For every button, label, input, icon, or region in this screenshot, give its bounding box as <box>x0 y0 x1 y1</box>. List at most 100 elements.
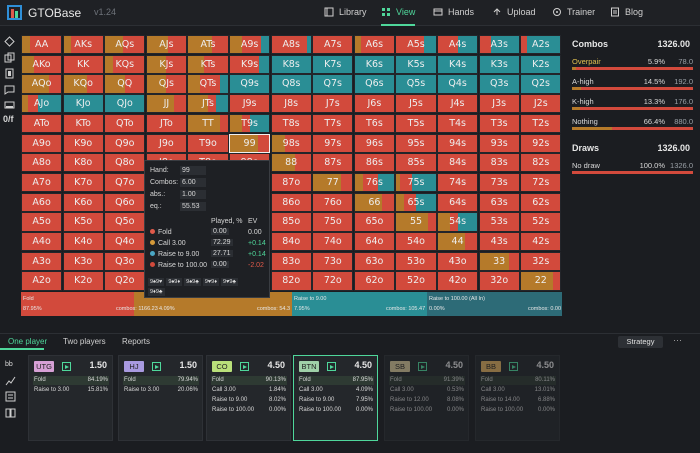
position-card-sb[interactable]: SB 4.50 Fold 91.39% Call 3.00 0.53% Raise to 1… <box>384 355 469 441</box>
hand-cell-t5s[interactable]: T5s <box>395 113 437 134</box>
hand-cell-kqo[interactable]: KQo <box>62 74 104 94</box>
hand-cell-55[interactable]: 55 <box>395 212 437 232</box>
hand-cell-q2s[interactable]: Q2s <box>520 74 562 94</box>
hand-cell-q4o[interactable]: Q4o <box>104 232 146 252</box>
hand-cell-85o[interactable]: 85o <box>270 212 312 232</box>
hand-cell-a2s[interactable]: A2s <box>520 35 562 55</box>
hand-cell-54o[interactable]: 54o <box>395 232 437 252</box>
position-card-hj[interactable]: HJ 1.50 Fold 79.94% Raise to 3.00 20.06% <box>118 355 203 441</box>
hand-cell-64s[interactable]: 64s <box>437 192 479 212</box>
more-options-icon[interactable]: ··· <box>673 335 682 345</box>
hand-cell-k4o[interactable]: K4o <box>62 232 104 252</box>
hand-cell-kjo[interactable]: KJo <box>62 94 104 114</box>
hand-cell-87s[interactable]: 87s <box>312 153 354 173</box>
tab-reports[interactable]: Reports <box>122 337 151 346</box>
position-action-row[interactable]: Fold 84.19% <box>33 376 109 385</box>
hand-cell-73s[interactable]: 73s <box>478 172 520 193</box>
hand-cell-kjs[interactable]: KJs <box>145 54 187 74</box>
hand-cell-62s[interactable]: 62s <box>520 192 562 212</box>
hand-cell-jts[interactable]: JTs <box>187 94 229 114</box>
cards-icon[interactable] <box>4 68 15 79</box>
play-icon[interactable] <box>152 362 161 371</box>
hand-cell-a7o[interactable]: A7o <box>21 172 63 193</box>
hand-cell-52o[interactable]: 52o <box>395 271 437 291</box>
hand-cell-87o[interactable]: 87o <box>270 172 312 193</box>
summary-allin-section[interactable] <box>427 292 562 316</box>
hand-cell-j9s[interactable]: J9s <box>229 94 271 114</box>
hand-cell-83s[interactable]: 83s <box>478 153 520 173</box>
hand-cell-88[interactable]: 88 <box>270 153 312 173</box>
hand-cell-99[interactable]: 99 <box>229 133 271 153</box>
hand-cell-85s[interactable]: 85s <box>395 153 437 173</box>
on-off-toggle[interactable]: 0/f <box>3 114 14 124</box>
hand-cell-53s[interactable]: 53s <box>478 212 520 232</box>
hand-cell-86s[interactable]: 86s <box>353 153 395 173</box>
hand-cell-82s[interactable]: 82s <box>520 153 562 173</box>
position-action-row[interactable]: Fold 91.39% <box>389 376 465 385</box>
combo-chip[interactable]: 9♠9♥ <box>148 278 165 286</box>
hand-cell-q3o[interactable]: Q3o <box>104 251 146 271</box>
nav-hands[interactable]: Hands <box>433 7 474 17</box>
position-card-utg[interactable]: UTG 1.50 Fold 84.19% Raise to 3.00 15.81% <box>28 355 113 441</box>
hand-cell-t8s[interactable]: T8s <box>270 113 312 134</box>
hand-cell-j2s[interactable]: J2s <box>520 94 562 114</box>
hand-cell-t2s[interactable]: T2s <box>520 113 562 134</box>
position-action-row[interactable]: Raise to 14.00 6.88% <box>480 396 556 405</box>
hand-cell-aa[interactable]: AA <box>21 35 63 55</box>
hand-cell-52s[interactable]: 52s <box>520 212 562 232</box>
hand-cell-54s[interactable]: 54s <box>437 212 479 232</box>
position-action-row[interactable]: Raise to 3.00 20.06% <box>123 386 199 395</box>
hand-cell-66[interactable]: 66 <box>353 192 395 212</box>
hand-cell-ats[interactable]: ATs <box>187 35 229 55</box>
hand-cell-33[interactable]: 33 <box>478 251 520 271</box>
hand-cell-q9o[interactable]: Q9o <box>104 133 146 153</box>
hand-cell-q5s[interactable]: Q5s <box>395 74 437 94</box>
hand-cell-q8o[interactable]: Q8o <box>104 153 146 173</box>
combo-chip[interactable]: 9♦9♣ <box>148 288 165 296</box>
position-action-row[interactable]: Raise to 100.00 0.00% <box>389 406 465 415</box>
play-icon[interactable] <box>327 362 336 371</box>
position-action-row[interactable]: Raise to 3.00 15.81% <box>33 386 109 395</box>
hand-cell-k7o[interactable]: K7o <box>62 172 104 193</box>
position-action-row[interactable]: Raise to 100.00 0.00% <box>480 406 556 415</box>
hand-cell-75s[interactable]: 75s <box>395 172 437 193</box>
hand-cell-22[interactable]: 22 <box>520 271 562 291</box>
tab-one-player[interactable]: One player <box>8 337 48 346</box>
hand-cell-qto[interactable]: QTo <box>104 113 146 134</box>
position-card-btn[interactable]: BTN 4.50 Fold 87.95% Call 3.00 4.09% Raise to … <box>293 355 378 441</box>
hand-cell-82o[interactable]: 82o <box>270 271 312 291</box>
hand-cell-jj[interactable]: JJ <box>145 94 187 114</box>
hand-cell-j6s[interactable]: J6s <box>353 94 395 114</box>
hand-cell-t6s[interactable]: T6s <box>353 113 395 134</box>
hand-cell-k2o[interactable]: K2o <box>62 271 104 291</box>
position-action-row[interactable]: Fold 79.94% <box>123 376 199 385</box>
hand-cell-a3s[interactable]: A3s <box>478 35 520 55</box>
hand-cell-ato[interactable]: ATo <box>21 113 63 134</box>
nav-upload[interactable]: Upload <box>492 7 536 17</box>
hand-cell-k9o[interactable]: K9o <box>62 133 104 153</box>
hand-cell-43o[interactable]: 43o <box>437 251 479 271</box>
hand-cell-74o[interactable]: 74o <box>312 232 354 252</box>
hand-cell-32s[interactable]: 32s <box>520 251 562 271</box>
hand-cell-k8s[interactable]: K8s <box>270 54 312 74</box>
hand-cell-jto[interactable]: JTo <box>145 113 187 134</box>
list-icon[interactable] <box>5 391 16 402</box>
hand-cell-a4o[interactable]: A4o <box>21 232 63 252</box>
hand-cell-aqs[interactable]: AQs <box>104 35 146 55</box>
hand-cell-t7s[interactable]: T7s <box>312 113 354 134</box>
hand-cell-a5o[interactable]: A5o <box>21 212 63 232</box>
hand-cell-j4s[interactable]: J4s <box>437 94 479 114</box>
hand-cell-kto[interactable]: KTo <box>62 113 104 134</box>
hand-cell-a4s[interactable]: A4s <box>437 35 479 55</box>
hand-cell-97s[interactable]: 97s <box>312 133 354 153</box>
combo-chip[interactable]: 9♥9♦ <box>202 278 220 286</box>
nav-library[interactable]: Library <box>324 7 367 17</box>
hand-cell-73o[interactable]: 73o <box>312 251 354 271</box>
combo-chip[interactable]: 9♠9♦ <box>166 278 183 286</box>
hand-cell-q7o[interactable]: Q7o <box>104 172 146 193</box>
position-action-row[interactable]: Call 3.00 13.01% <box>480 386 556 395</box>
hand-cell-43s[interactable]: 43s <box>478 232 520 252</box>
hand-cell-32o[interactable]: 32o <box>478 271 520 291</box>
hand-cell-kqs[interactable]: KQs <box>104 54 146 74</box>
hand-cell-q6s[interactable]: Q6s <box>353 74 395 94</box>
